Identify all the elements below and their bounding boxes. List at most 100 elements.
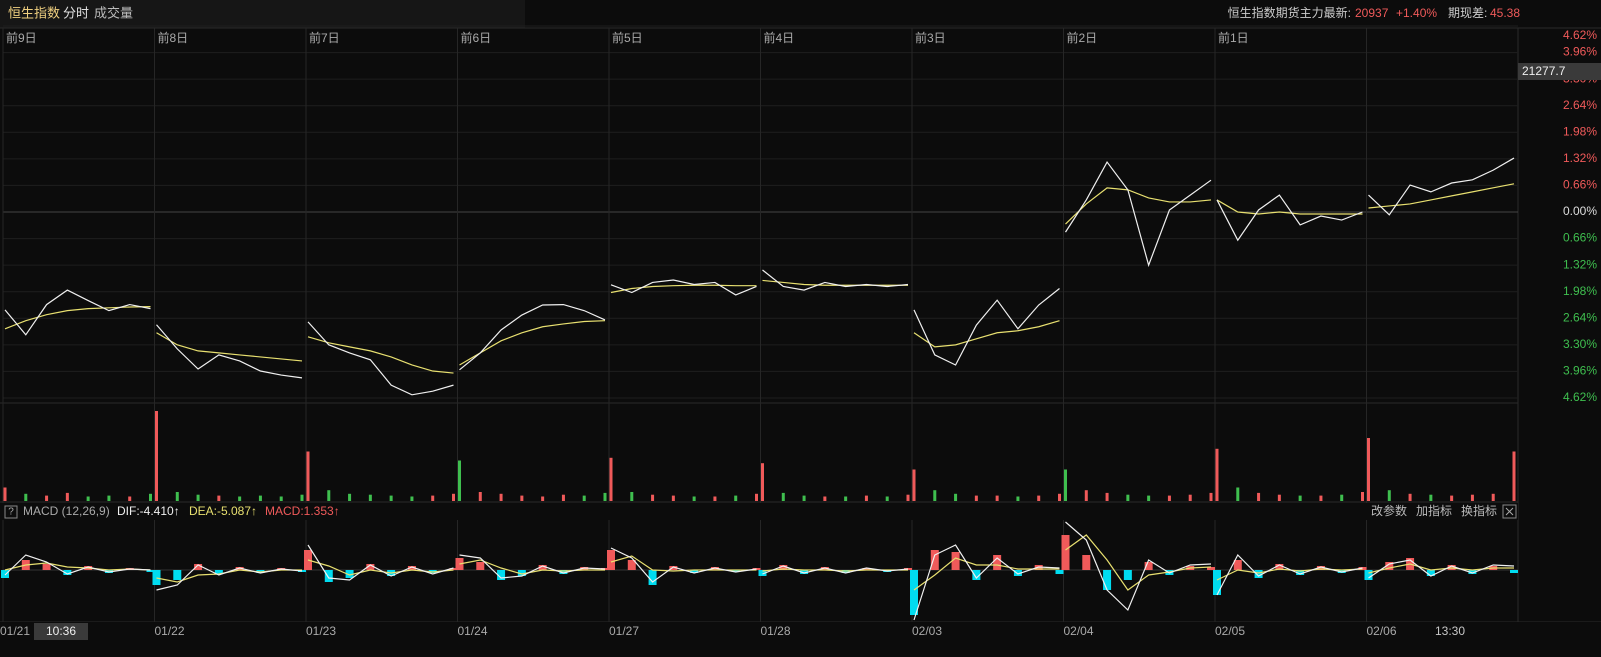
price-line: [1216, 194, 1363, 242]
volume-bar: [974, 495, 978, 501]
avg-line: [1216, 199, 1363, 215]
volume-bar: [561, 494, 565, 501]
date-label: 01/23: [306, 624, 336, 638]
avg-line: [156, 332, 303, 362]
date-label: 01/22: [155, 624, 185, 638]
volume-bar: [389, 495, 393, 501]
volume-bar: [65, 492, 69, 501]
avg-line: [1368, 183, 1515, 209]
macd-bar: [559, 570, 568, 574]
volume-bar: [1367, 438, 1370, 501]
macd-bar: [1207, 567, 1215, 570]
volume-bar: [452, 493, 455, 501]
volume-bar: [1408, 493, 1412, 501]
y-tick-label: 0.66%: [1563, 178, 1597, 192]
macd-bar: [1061, 535, 1070, 570]
price-line: [610, 279, 757, 296]
volume-bar: [1037, 495, 1041, 501]
macd-bar: [214, 570, 223, 574]
macd-bar: [366, 564, 375, 570]
macd-bar: [1426, 570, 1435, 576]
volume-bar: [541, 496, 545, 501]
date-label: 02/06: [1367, 624, 1397, 638]
button[interactable]: 改参数: [1371, 503, 1407, 518]
volume-bar: [1491, 493, 1495, 501]
volume-bar: [128, 496, 132, 501]
tab[interactable]: 分时: [63, 5, 89, 20]
y-tick-label: 1.32%: [1563, 151, 1597, 165]
volume-bar: [1188, 494, 1192, 501]
volume-bar: [630, 492, 634, 501]
dif-line: [1368, 559, 1515, 579]
dif-line: [307, 544, 454, 581]
volume-bar: [348, 493, 352, 501]
macd-bar: [607, 550, 615, 570]
macd-bar: [1510, 570, 1518, 573]
dif-line: [156, 564, 303, 591]
spread-label: 期现差:: [1448, 6, 1487, 20]
help-icon[interactable]: [4, 505, 18, 519]
help-text[interactable]: ?: [8, 507, 14, 518]
volume-bar: [107, 495, 111, 501]
macd-bar: [951, 552, 960, 570]
macd-bar: [538, 565, 547, 570]
volume-bar: [609, 457, 613, 501]
volume-bar: [844, 496, 848, 501]
y-tick-label: 0.66%: [1563, 231, 1597, 245]
macd-bar: [1082, 555, 1091, 570]
volume-bar: [1361, 492, 1364, 501]
dif-line: [610, 547, 757, 583]
volume-bar: [1429, 494, 1433, 501]
macd-bar: [862, 568, 871, 570]
dif-line: [1065, 521, 1212, 612]
price-line: [762, 269, 909, 291]
tab[interactable]: 成交量: [94, 5, 133, 20]
volume-bar: [1512, 451, 1516, 501]
macd-bar: [627, 560, 636, 570]
date-label: 02/04: [1064, 624, 1094, 638]
button[interactable]: 换指标: [1461, 503, 1497, 518]
volume-bar: [1277, 494, 1281, 501]
volume-bar: [1209, 492, 1213, 501]
macd-name: MACD (12,26,9): [23, 504, 110, 518]
avg-line: [1065, 187, 1212, 225]
volume-bar: [906, 494, 910, 501]
day-label: 前5日: [612, 30, 643, 45]
macd-value: MACD:1.353↑: [265, 504, 340, 518]
price-line: [1064, 160, 1212, 268]
macd-bar: [758, 570, 767, 576]
macd-header: [0, 503, 1518, 520]
dif-line: [762, 565, 909, 575]
volume-bar: [885, 496, 889, 501]
macd-bar: [407, 566, 416, 570]
y-tick-label: 4.62%: [1563, 28, 1597, 42]
volume-bar: [1064, 469, 1067, 501]
date-label: 01/21: [0, 624, 30, 638]
avg-line: [459, 320, 606, 366]
y-tick-label: 1.32%: [1563, 257, 1597, 271]
button[interactable]: 加指标: [1416, 503, 1452, 518]
volume-bar: [933, 490, 937, 501]
y-tick-label: 2.64%: [1563, 98, 1597, 112]
macd-bar: [690, 570, 699, 573]
macd-bar: [517, 570, 526, 576]
volume-bar: [713, 496, 717, 501]
price-line: [459, 303, 606, 371]
date-label: 02/03: [912, 624, 942, 638]
volume-bar: [671, 495, 675, 501]
volume-bar: [1147, 495, 1151, 501]
price-line: [156, 324, 303, 379]
volume-bar: [1058, 493, 1061, 501]
volume-bar: [478, 492, 482, 501]
volume-bar: [912, 469, 916, 501]
futures-change: +1.40%: [1396, 6, 1437, 20]
volume-bar: [3, 487, 7, 501]
close-button[interactable]: [1502, 504, 1517, 519]
macd-bar: [1275, 564, 1284, 570]
volume-bar: [431, 495, 435, 501]
volume-bar: [499, 493, 503, 501]
macd-bar: [173, 570, 182, 580]
volume-bar: [196, 494, 200, 501]
